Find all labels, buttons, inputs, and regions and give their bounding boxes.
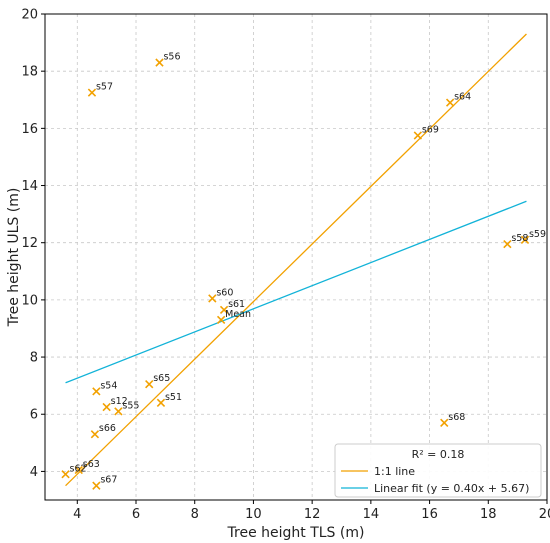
data-point-s59 [520, 235, 530, 245]
legend-label-one-to-one: 1:1 line [374, 465, 415, 478]
data-point-s62 [61, 470, 70, 479]
point-label-s59: s59 [529, 229, 546, 240]
point-label-s60: s60 [216, 287, 233, 298]
legend-annotation: R² = 0.18 [412, 448, 465, 461]
data-point-s68 [440, 418, 449, 427]
point-marker-stroke [219, 305, 229, 315]
point-label-s62: s62 [70, 463, 87, 474]
point-marker-stroke [155, 58, 164, 67]
data-point-s60 [208, 294, 217, 303]
point-label-s51: s51 [165, 392, 182, 403]
point-marker-stroke [208, 294, 217, 303]
data-point-s66 [90, 430, 100, 439]
data-point-s51 [156, 398, 166, 407]
point-label-s63: s63 [83, 459, 100, 470]
x-tick-label: 20 [539, 507, 550, 522]
data-point-s61 [219, 305, 229, 315]
data-point-s55 [114, 407, 123, 416]
point-marker-stroke [413, 131, 422, 140]
point-marker-stroke [61, 470, 70, 479]
y-tick-label: 4 [30, 465, 38, 480]
point-label-s64: s64 [454, 92, 471, 103]
data-point-s67 [92, 481, 101, 490]
y-tick-label: 6 [30, 408, 38, 423]
point-label-s54: s54 [100, 380, 117, 391]
point-label-s55: s55 [122, 400, 139, 411]
legend-label-linear-fit: Linear fit (y = 0.40x + 5.67) [374, 482, 529, 495]
x-tick-label: 4 [73, 507, 81, 522]
y-axis-label: Tree height ULS (m) [6, 188, 22, 328]
y-tick-label: 20 [21, 8, 38, 23]
point-label-s57: s57 [96, 82, 113, 93]
point-label-s58: s58 [511, 233, 528, 244]
point-marker-stroke [156, 398, 166, 407]
x-tick-label: 14 [363, 507, 380, 522]
point-marker-stroke [440, 418, 449, 427]
point-label-s65: s65 [153, 373, 170, 384]
data-point-mean [216, 315, 226, 325]
point-label-s66: s66 [99, 423, 116, 434]
legend-box [334, 443, 542, 498]
grid [45, 14, 547, 500]
y-tick-label: 14 [21, 179, 38, 194]
point-label-s68: s68 [448, 412, 465, 423]
point-label-s61: s61 [228, 299, 245, 310]
point-marker-stroke [92, 387, 101, 396]
data-point-s12 [102, 402, 111, 412]
linear-fit-line [65, 200, 527, 384]
point-marker-stroke [503, 239, 512, 249]
point-marker-stroke [92, 481, 101, 490]
data-point-s54 [92, 387, 101, 396]
y-tick-label: 10 [21, 293, 38, 308]
x-tick-label: 6 [132, 507, 140, 522]
x-tick-label: 18 [480, 507, 497, 522]
point-marker-stroke [520, 235, 530, 245]
data-point-s69 [413, 131, 422, 140]
point-marker-stroke [114, 407, 123, 416]
point-marker-stroke [445, 98, 455, 107]
data-points [61, 58, 530, 490]
point-marker-stroke [87, 88, 97, 97]
axis-ticks: 4 6 8 10 12 14 16 18 20 4 6 8 10 12 14 16 18 20 [21, 8, 550, 523]
data-point-s56 [155, 58, 164, 67]
point-label-mean: Mean [225, 309, 251, 320]
point-label-s69: s69 [422, 125, 439, 136]
data-point-s63 [74, 465, 83, 475]
point-marker-stroke [90, 430, 100, 439]
x-tick-label: 10 [245, 507, 262, 522]
data-point-s64 [445, 98, 455, 107]
y-tick-label: 12 [21, 236, 38, 251]
x-axis-label: Tree height TLS (m) [227, 525, 365, 541]
plot-frame [44, 13, 548, 501]
point-marker-stroke [74, 465, 83, 475]
y-tick-label: 16 [21, 122, 38, 137]
x-tick-label: 8 [191, 507, 199, 522]
point-marker-stroke [216, 315, 226, 325]
x-tick-label: 16 [421, 507, 438, 522]
series-lines [65, 33, 527, 487]
y-tick-label: 18 [21, 65, 38, 80]
x-tick-label: 12 [304, 507, 321, 522]
data-point-s57 [87, 88, 97, 97]
point-label-s67: s67 [100, 475, 117, 486]
one-to-one-line [65, 33, 527, 487]
data-point-s65 [145, 380, 154, 389]
point-label-s12: s12 [111, 396, 128, 407]
point-label-s56: s56 [163, 52, 180, 63]
data-point-s58 [503, 239, 512, 249]
point-marker-stroke [145, 380, 154, 389]
point-marker-stroke [102, 402, 111, 412]
y-tick-label: 8 [30, 351, 38, 366]
legend: R² = 0.18 1:1 line Linear fit (y = 0.40x… [334, 443, 542, 498]
